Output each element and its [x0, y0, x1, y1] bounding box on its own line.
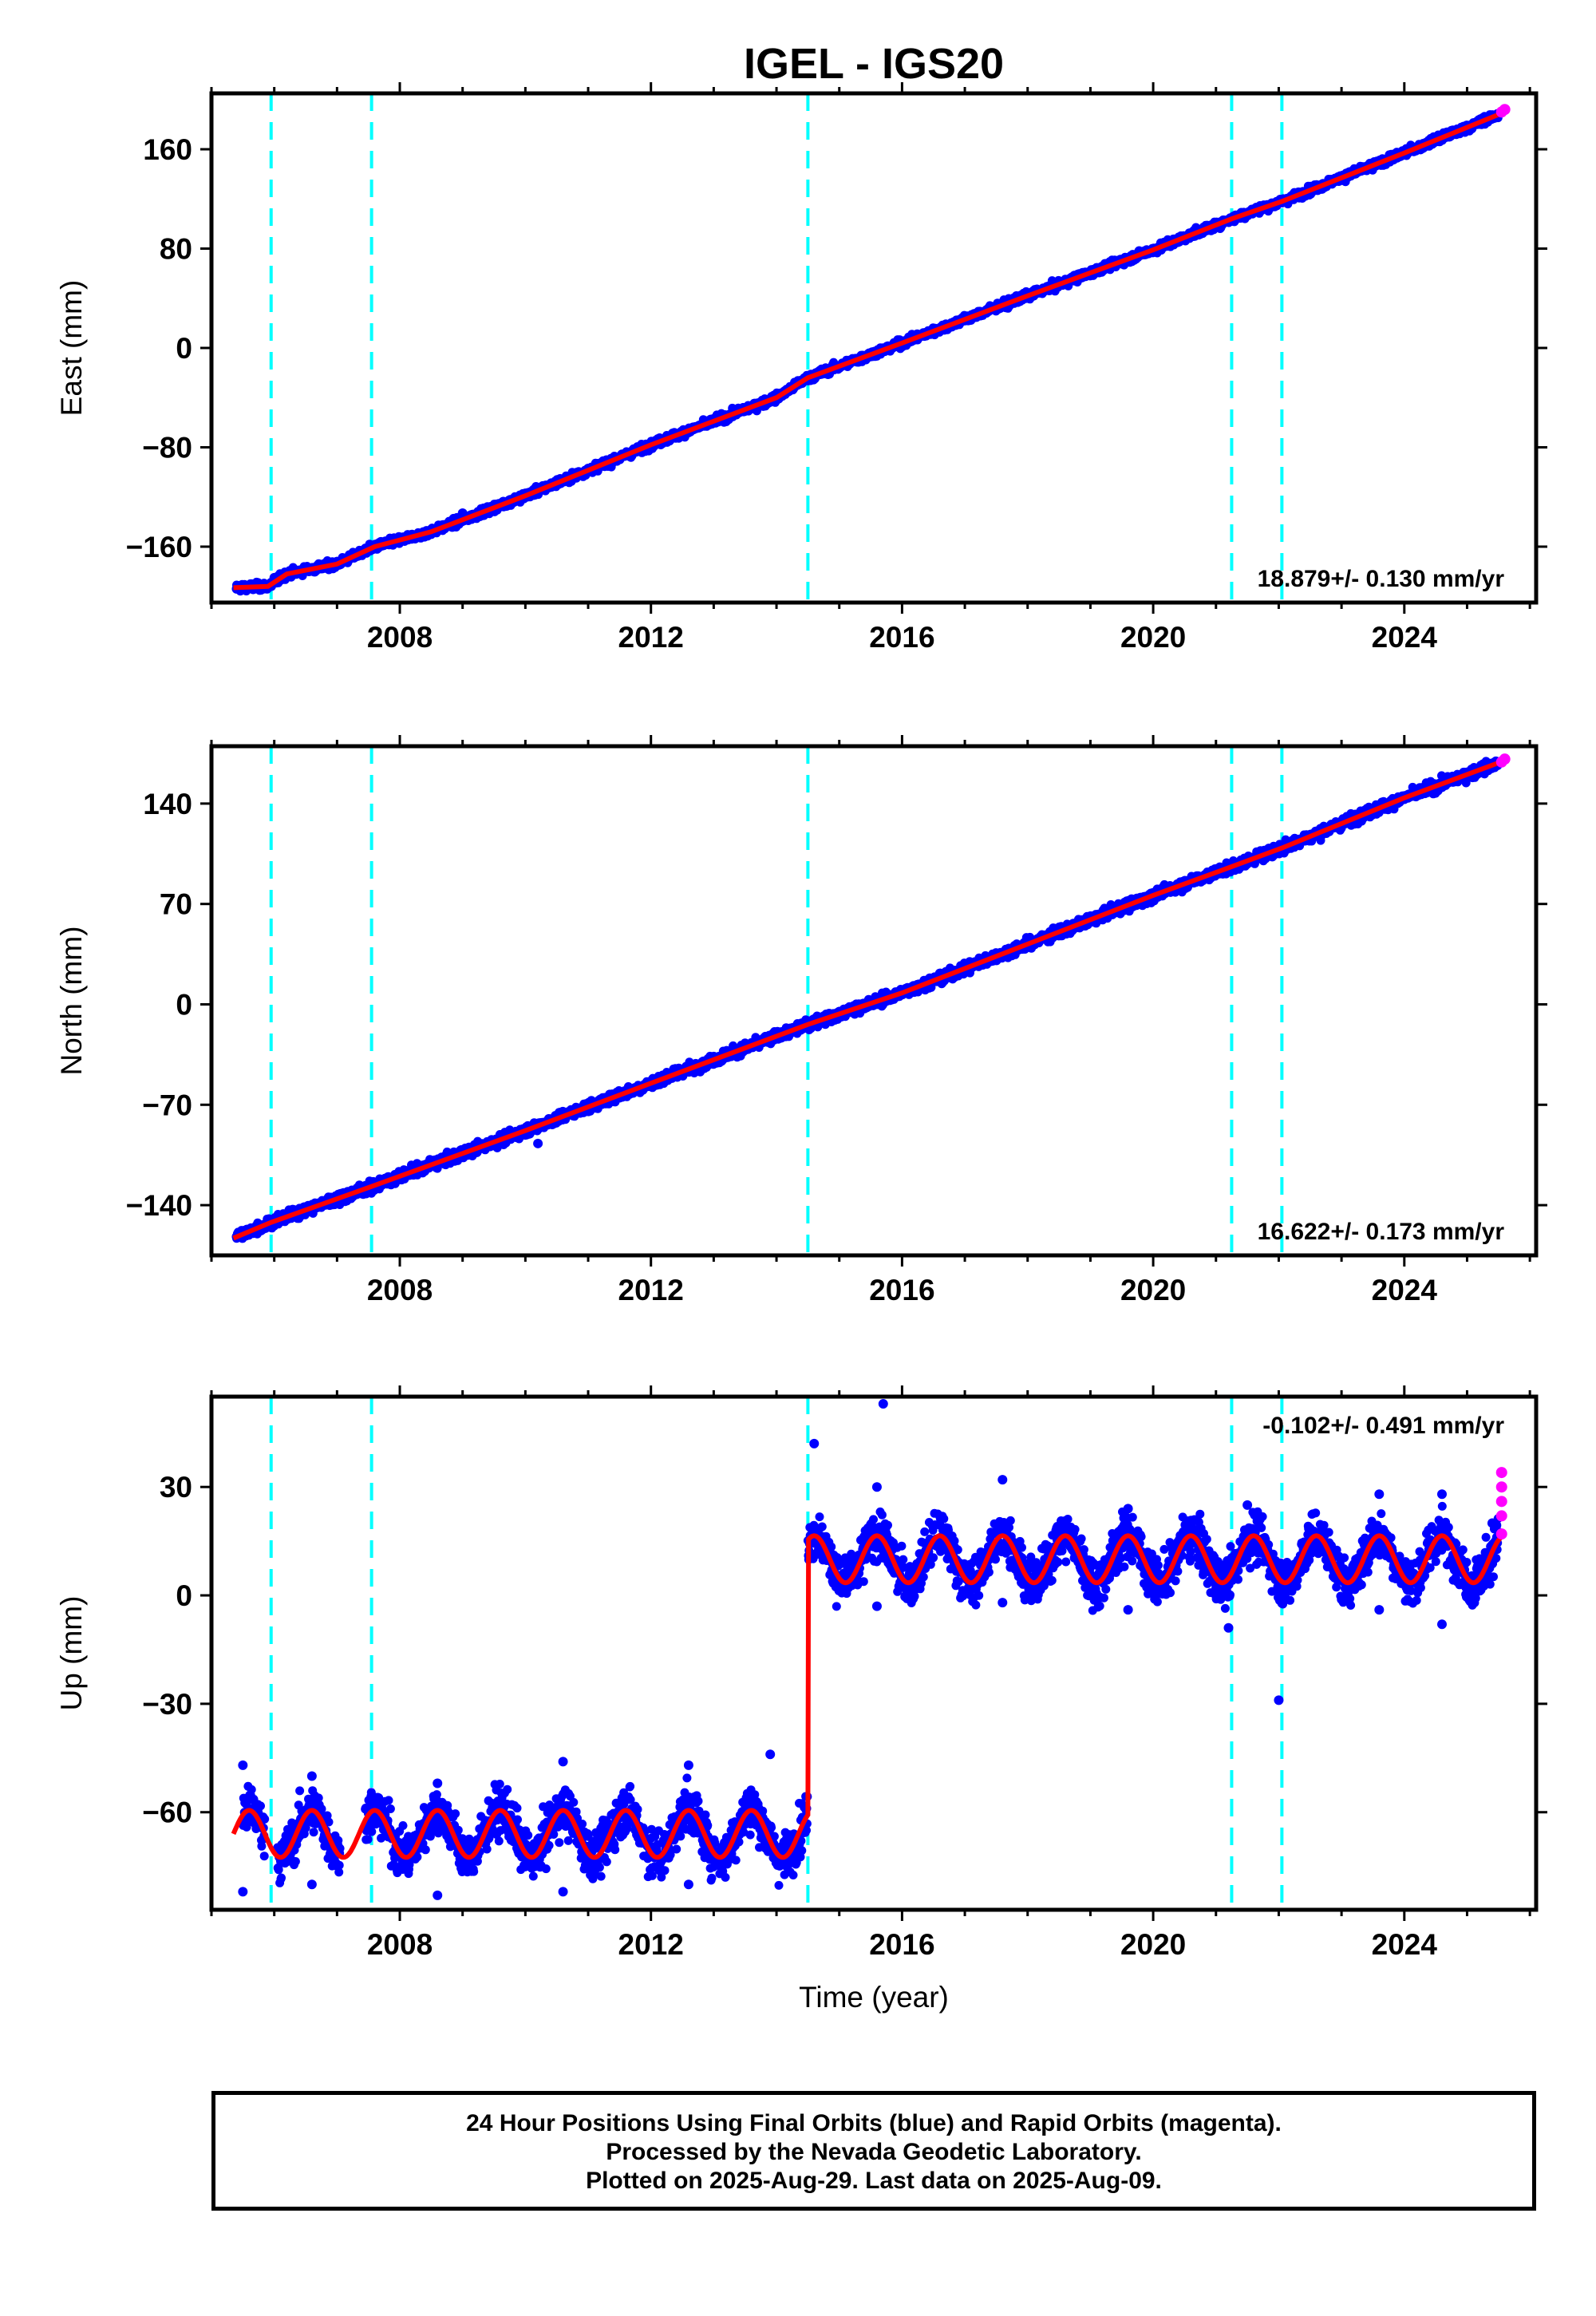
velocity-rate-label: 18.879+/- 0.130 mm/yr	[1258, 566, 1505, 592]
final-orbit-cloud	[232, 109, 1503, 596]
y-tick-label: 0	[176, 332, 192, 365]
x-tick-label: 2008	[367, 621, 433, 654]
x-tick-label: 2020	[1120, 621, 1186, 654]
x-tick-label: 2012	[618, 621, 684, 654]
east-panel: 2008 2012 2016 2020 2024 −160 −80 0 80 160 East (m…	[55, 82, 1547, 654]
y-tick-label: −80	[142, 431, 192, 464]
y-tick-label: −160	[126, 531, 192, 563]
chart-title: IGEL - IGS20	[744, 40, 1004, 88]
rapid-orbit-point	[1499, 104, 1511, 116]
east-axis-label: East (mm)	[55, 280, 88, 417]
final-orbit-point	[457, 508, 468, 518]
north-plot-area	[231, 746, 1511, 1255]
x-tick-label: 2024	[1372, 621, 1438, 654]
y-tick-label: 160	[143, 133, 192, 166]
model-curve	[233, 109, 1506, 591]
panels: 2008 2012 2016 2020 2024 −160 −80 0 80 160 East (m…	[55, 82, 1547, 2014]
east-plot-area	[231, 93, 1511, 603]
y-tick-label: 80	[160, 233, 192, 266]
x-tick-label: 2016	[869, 621, 934, 654]
